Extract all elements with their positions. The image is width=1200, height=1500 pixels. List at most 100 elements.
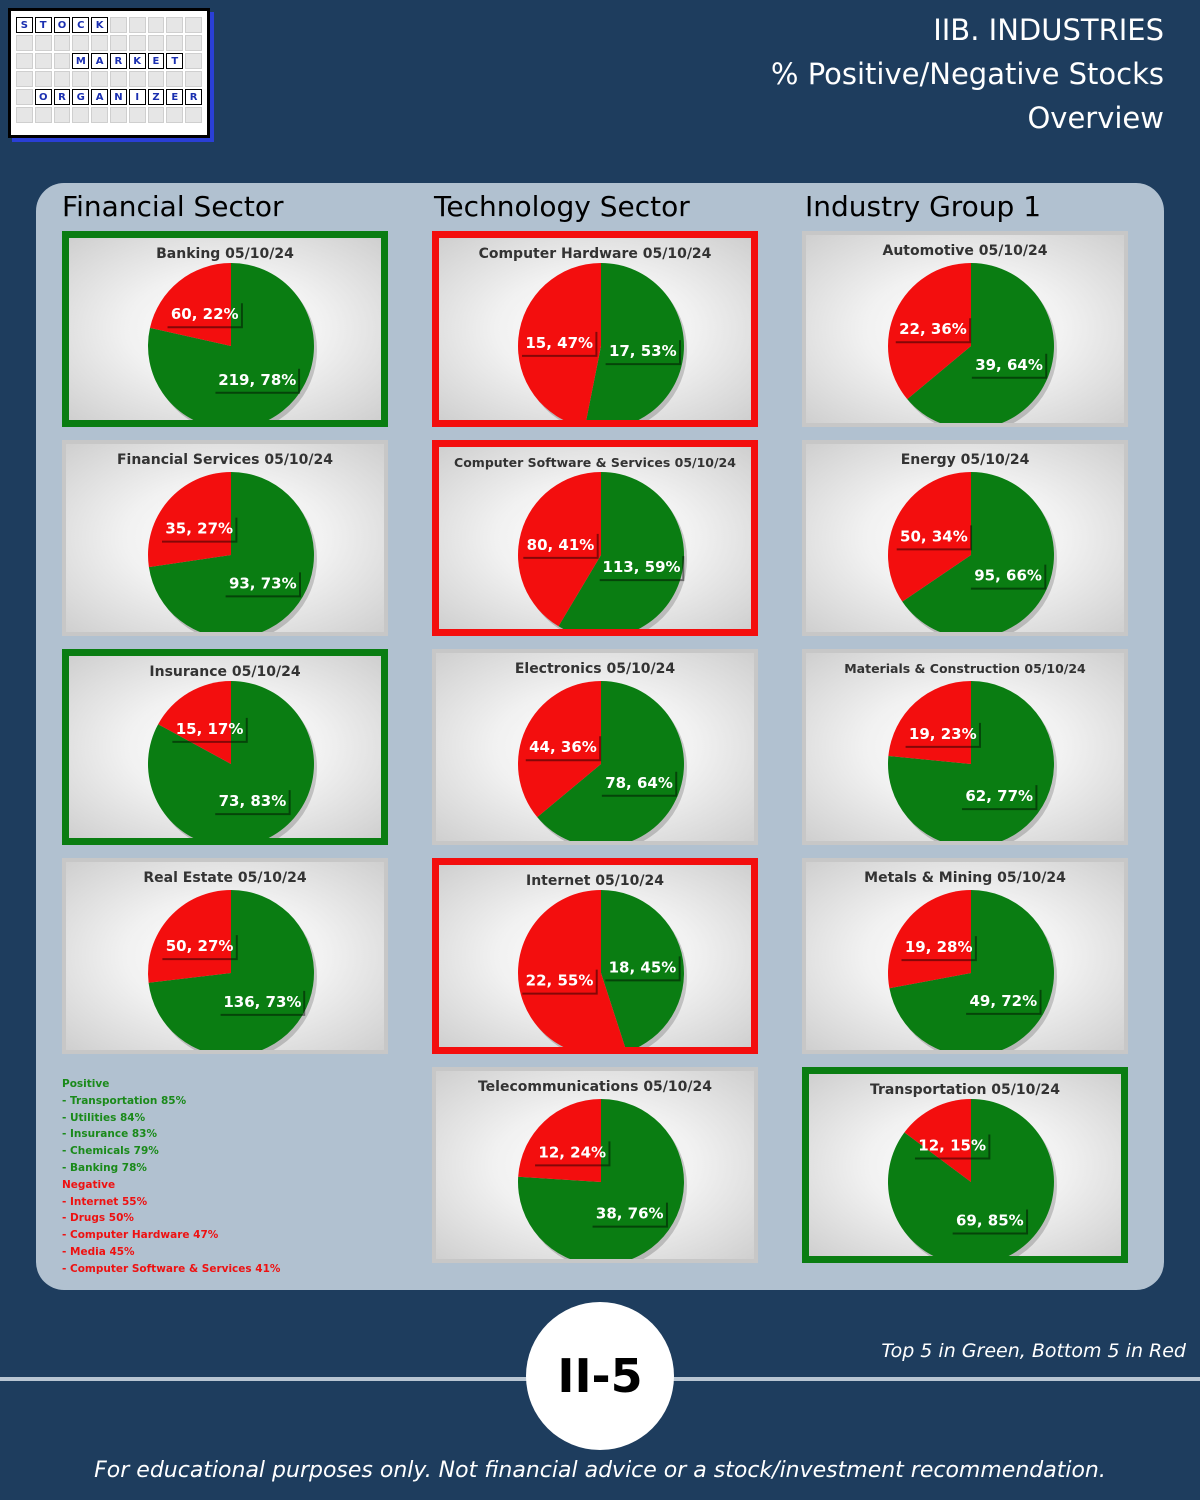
logo-cell	[109, 17, 127, 33]
logo-letter: I	[128, 89, 146, 105]
positive-data-label: 219, 78%	[215, 368, 301, 394]
data-label-frame	[215, 368, 301, 394]
logo-letter: C	[72, 17, 90, 33]
logo-cell	[185, 17, 202, 33]
logo-cell	[53, 71, 71, 87]
logo-cell	[72, 71, 90, 87]
pie-chart-card: 19, 23% 62, 77% Materials & Construction 0…	[802, 649, 1128, 845]
pie-chart-card: 22, 36% 39, 64% Automotive 05/10/24	[802, 231, 1128, 427]
negative-data-label: 44, 36%	[525, 736, 602, 762]
data-label-text: 93, 73%	[229, 574, 297, 592]
data-label-text: 18, 45%	[609, 958, 677, 976]
pie-chart: 19, 23% 62, 77%	[888, 681, 1057, 841]
data-label-frame	[605, 956, 681, 982]
logo-cell	[109, 35, 127, 51]
positive-data-label: 78, 64%	[601, 771, 678, 797]
negative-data-label: 35, 27%	[161, 517, 238, 543]
legend-positive-item: - Banking 78%	[62, 1161, 147, 1174]
data-label-text: 136, 73%	[223, 993, 301, 1011]
logo-cell	[16, 107, 33, 123]
data-label-frame	[601, 771, 678, 797]
pie-chart-card: 50, 27% 136, 73% Real Estate 05/10/24	[62, 858, 388, 1054]
data-label-text: 80, 41%	[527, 536, 595, 554]
negative-data-label: 60, 22%	[167, 303, 243, 329]
data-label-frame	[220, 990, 306, 1016]
pie-chart-card: 12, 15% 69, 85% Transportation 05/10/24	[802, 1067, 1128, 1263]
data-label-text: 44, 36%	[529, 738, 597, 756]
pie-chart: 12, 24% 38, 76%	[518, 1099, 687, 1259]
logo-cell	[53, 35, 71, 51]
logo-cell	[72, 107, 90, 123]
logo-letter: R	[53, 89, 71, 105]
pie-chart-title: Banking 05/10/24	[156, 246, 294, 262]
data-label-frame	[896, 525, 973, 551]
pie-slice-negative	[518, 263, 601, 420]
legend-negative-item: - Media 45%	[62, 1245, 135, 1258]
logo-cell	[185, 71, 202, 87]
logo-cell	[34, 35, 52, 51]
data-label-frame	[592, 1202, 668, 1228]
data-label-text: 35, 27%	[165, 520, 233, 538]
pie-slice-negative	[518, 1099, 601, 1182]
negative-data-label: 12, 24%	[535, 1141, 611, 1167]
positive-data-label: 93, 73%	[225, 572, 302, 598]
logo-letter: O	[53, 17, 71, 33]
data-label-frame	[599, 556, 685, 582]
data-label-frame	[605, 340, 681, 366]
pie-chart-title: Internet 05/10/24	[526, 873, 664, 889]
negative-data-label: 15, 17%	[172, 717, 248, 743]
negative-data-label: 50, 34%	[896, 525, 973, 551]
logo-cell	[128, 107, 146, 123]
pie-chart: 19, 28% 49, 72%	[888, 890, 1057, 1050]
data-label-text: 39, 64%	[975, 356, 1043, 374]
pie-chart-title: Telecommunications 05/10/24	[477, 1079, 712, 1095]
pie-slice-positive	[888, 681, 1054, 841]
logo-cell	[91, 71, 108, 87]
logo-cell	[166, 107, 184, 123]
logo-cell	[147, 17, 165, 33]
logo-cell	[16, 89, 33, 105]
pie-chart-card: 44, 36% 78, 64% Electronics 05/10/24	[432, 649, 758, 845]
disclaimer: For educational purposes only. Not finan…	[94, 1458, 1106, 1483]
pie-chart-title: Metals & Mining 05/10/24	[864, 870, 1066, 886]
pie-chart: 80, 41% 113, 59%	[518, 472, 687, 629]
pie-chart-card: 19, 28% 49, 72% Metals & Mining 05/10/24	[802, 858, 1128, 1054]
data-label-text: 12, 15%	[918, 1136, 986, 1154]
logo-letter: R	[185, 89, 202, 105]
legend-negative-item: - Computer Software & Services 41%	[62, 1262, 281, 1275]
pie-slice-positive	[888, 1099, 1054, 1256]
pie-slice-negative	[888, 263, 971, 400]
legend-positive-item: - Utilities 84%	[62, 1111, 146, 1124]
positive-data-label: 95, 66%	[970, 564, 1047, 590]
data-label-frame	[162, 935, 238, 961]
positive-data-label: 18, 45%	[605, 956, 681, 982]
logo-cell	[185, 107, 202, 123]
logo-letter: S	[16, 17, 33, 33]
logo-letter: Z	[147, 89, 165, 105]
pie-chart: 50, 27% 136, 73%	[148, 890, 317, 1050]
logo-cell	[91, 107, 108, 123]
pie-chart-title: Computer Software & Services 05/10/24	[454, 455, 736, 470]
data-label-frame	[914, 1134, 991, 1160]
pie-chart-title: Computer Hardware 05/10/24	[478, 246, 712, 262]
data-label-frame	[167, 303, 243, 329]
logo-letter: R	[109, 53, 127, 69]
pie-slice-negative	[904, 1099, 971, 1182]
logo-letter: M	[72, 53, 90, 69]
pie-slice-positive	[586, 263, 684, 420]
data-label-frame	[905, 722, 981, 748]
positive-data-label: 136, 73%	[220, 990, 306, 1016]
pie-slice-negative	[888, 890, 971, 989]
pie-chart-card: 15, 17% 73, 83% Insurance 05/10/24	[62, 649, 388, 845]
pie-chart-card: 80, 41% 113, 59% Computer Software & Servi…	[432, 440, 758, 636]
legend-negative-item: - Internet 55%	[62, 1195, 148, 1208]
data-label-text: 19, 28%	[905, 938, 973, 956]
pie-chart-title: Materials & Construction 05/10/24	[844, 661, 1086, 676]
logo-cell	[128, 35, 146, 51]
data-label-text: 69, 85%	[956, 1212, 1024, 1230]
pie-chart: 60, 22% 219, 78%	[148, 263, 317, 420]
data-label-frame	[522, 331, 598, 357]
legend-negative-item: - Drugs 50%	[62, 1212, 134, 1225]
